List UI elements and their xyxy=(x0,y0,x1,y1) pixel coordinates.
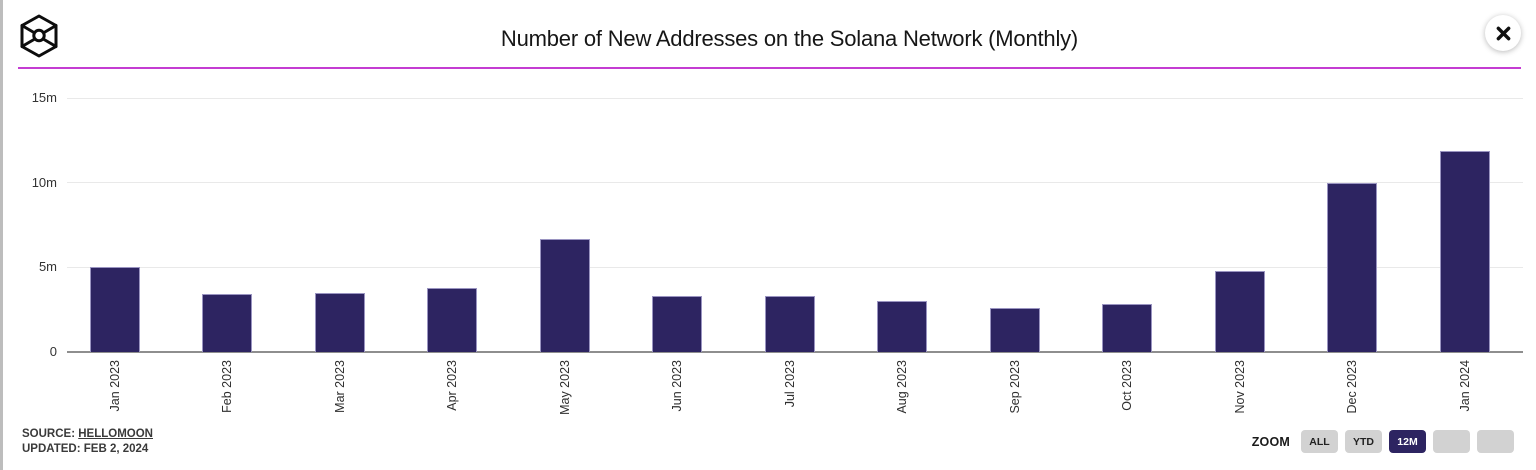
page-title: Number of New Addresses on the Solana Ne… xyxy=(500,26,1079,51)
bar-aug-2023[interactable] xyxy=(877,301,927,352)
zoom-button-ytd[interactable]: YTD xyxy=(1345,430,1382,453)
zoom-controls: ZOOM ALL YTD 12M xyxy=(1252,430,1514,453)
x-axis-label-mar-2023: Mar 2023 xyxy=(332,360,347,413)
bar-feb-2023[interactable] xyxy=(202,294,252,352)
close-button[interactable] xyxy=(1485,15,1521,51)
x-axis-label-feb-2023: Feb 2023 xyxy=(220,360,234,413)
bar-sep-2023[interactable] xyxy=(989,307,1040,352)
y-gridline xyxy=(67,182,1523,184)
bar-may-2023[interactable] xyxy=(539,238,590,352)
y-axis-tick-label: 15m xyxy=(31,90,57,105)
zoom-button-12m[interactable]: 12M xyxy=(1389,430,1426,453)
cube-wireframe-logo-icon xyxy=(20,14,58,58)
bar-mar-2023[interactable] xyxy=(314,292,365,352)
y-gridline xyxy=(67,266,1523,268)
source-label: SOURCE: xyxy=(22,428,76,440)
bar-dec-2023[interactable] xyxy=(1327,182,1377,352)
x-axis-line xyxy=(67,351,1523,353)
x-axis-label-nov-2023: Nov 2023 xyxy=(1232,360,1247,414)
zoom-button-blank-1[interactable] xyxy=(1433,430,1470,453)
y-axis-tick-label: 5m xyxy=(38,259,57,275)
zoom-label: ZOOM xyxy=(1251,434,1290,449)
x-axis-label-jun-2023: Jun 2023 xyxy=(670,360,684,412)
zoom-button-all[interactable]: ALL xyxy=(1301,430,1338,453)
source-block: SOURCE: HELLOMOON UPDATED: FEB 2, 2024 xyxy=(22,427,153,456)
x-axis-label-jan-2024: Jan 2024 xyxy=(1457,360,1472,412)
bar-oct-2023[interactable] xyxy=(1102,303,1152,352)
header-divider xyxy=(18,67,1521,69)
updated-line: UPDATED: FEB 2, 2024 xyxy=(22,442,149,455)
x-axis-label-jan-2023: Jan 2023 xyxy=(107,360,122,412)
x-axis-label-aug-2023: Aug 2023 xyxy=(895,360,909,414)
x-axis-label-jul-2023: Jul 2023 xyxy=(782,360,797,408)
bar-jan-2023[interactable] xyxy=(89,267,140,352)
zoom-button-blank-2[interactable] xyxy=(1477,430,1514,453)
x-axis-label-apr-2023: Apr 2023 xyxy=(445,360,459,411)
bar-jan-2024[interactable] xyxy=(1439,151,1490,352)
close-x-icon xyxy=(1496,26,1510,40)
bar-jul-2023[interactable] xyxy=(764,296,815,352)
source-link[interactable]: HELLOMOON xyxy=(78,428,153,440)
x-axis-label-may-2023: May 2023 xyxy=(557,360,572,415)
bar-nov-2023[interactable] xyxy=(1214,270,1265,352)
x-axis-label-dec-2023: Dec 2023 xyxy=(1345,360,1359,414)
x-axis-label-oct-2023: Oct 2023 xyxy=(1120,360,1134,411)
bar-chart: 15m 10m 5m 0 Jan 2023 Feb 2023 Mar 2023 Apr 202… xyxy=(3,0,1536,470)
y-axis-tick-label: 0 xyxy=(49,344,57,359)
bar-jun-2023[interactable] xyxy=(652,296,702,352)
x-axis-label-sep-2023: Sep 2023 xyxy=(1007,360,1022,414)
y-axis-tick-label: 10m xyxy=(31,174,57,190)
y-gridline xyxy=(67,97,1523,99)
bar-apr-2023[interactable] xyxy=(427,287,477,352)
source-line: SOURCE: HELLOMOON xyxy=(22,427,153,442)
